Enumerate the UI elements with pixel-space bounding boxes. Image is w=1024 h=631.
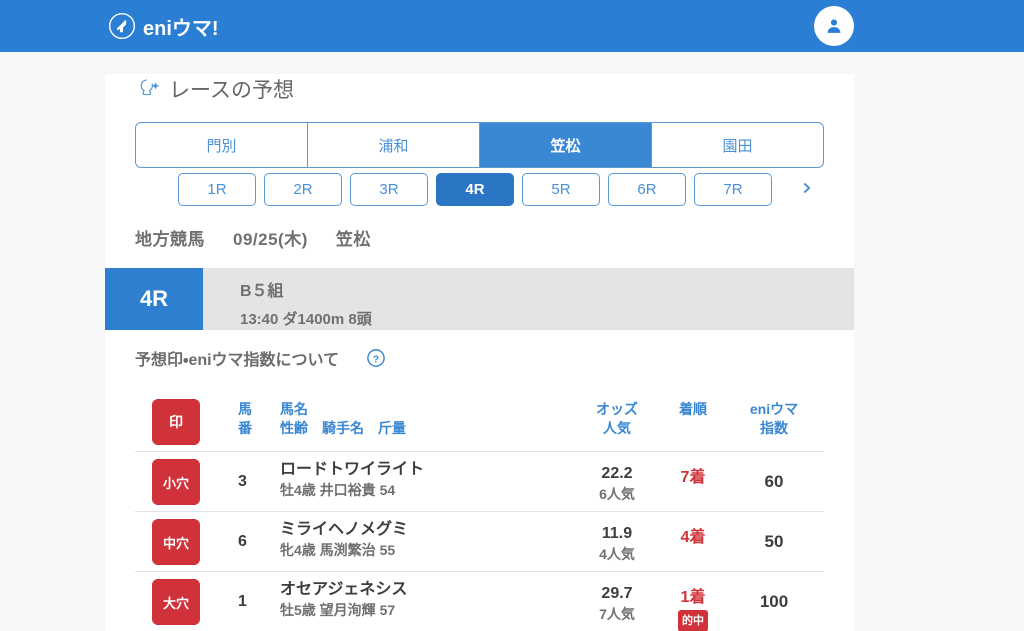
- svg-text:?: ?: [373, 355, 379, 366]
